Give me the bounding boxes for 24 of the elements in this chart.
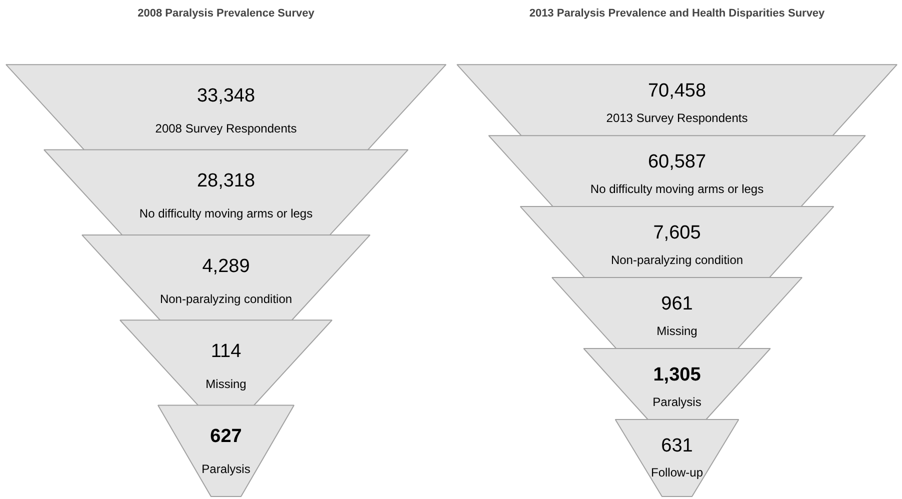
data-label: 631 <box>661 435 693 456</box>
category-label: 2008 Survey Respondents <box>155 121 297 136</box>
category-label: Follow-up <box>650 466 704 480</box>
data-label: 1,305 <box>653 364 702 386</box>
data-label: 60,587 <box>648 151 706 172</box>
data-label: 627 <box>210 426 242 448</box>
category-label: Missing <box>656 324 698 338</box>
data-label: 961 <box>661 293 693 314</box>
category-label: No difficulty moving arms or legs <box>590 182 764 196</box>
text: 2013 Paralysis Prevalence and Health Disparities Survey <box>529 8 826 20</box>
data-label: 28,318 <box>196 170 256 192</box>
category-label: Paralysis <box>202 462 250 476</box>
data-label: 70,458 <box>648 80 706 102</box>
data-label: 4,289 <box>202 256 250 277</box>
data-label: 33,348 <box>196 85 256 106</box>
category-label: Paralysis <box>652 394 702 409</box>
category-label: 2013 Survey Respondents <box>606 110 748 125</box>
text: 2008 Paralysis Prevalence Survey <box>138 8 316 20</box>
category-label: Non-paralyzing condition <box>610 252 744 267</box>
category-label: Non-paralyzing condition <box>160 292 292 306</box>
category-label: Missing <box>206 377 246 392</box>
data-label: 114 <box>210 340 242 362</box>
data-label: 7,605 <box>653 222 701 244</box>
category-label: No difficulty moving arms or legs <box>139 206 313 221</box>
